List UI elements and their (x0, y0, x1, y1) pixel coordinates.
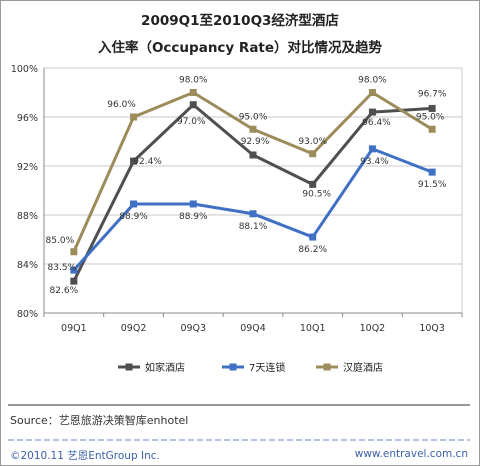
data-label-汉庭酒店: 96.0% (107, 100, 136, 110)
x-tick-label: 09Q3 (180, 323, 206, 334)
data-label-7天连锁: 88.9% (119, 212, 148, 222)
x-tick-label: 10Q2 (360, 323, 386, 334)
y-tick-label: 88% (17, 211, 38, 222)
data-label-如家酒店: 96.7% (418, 89, 447, 99)
data-point-汉庭酒店 (428, 125, 436, 133)
data-label-如家酒店: 90.5% (302, 189, 331, 199)
data-label-如家酒店: 96.4% (362, 118, 391, 128)
data-point-如家酒店 (70, 277, 78, 285)
y-tick-label: 84% (17, 260, 38, 271)
data-point-7天连锁 (249, 210, 257, 218)
data-point-7天连锁 (70, 266, 78, 274)
legend-label: 汉庭酒店 (343, 361, 383, 374)
data-point-汉庭酒店 (309, 150, 317, 158)
data-point-汉庭酒店 (368, 89, 376, 96)
data-point-汉庭酒店 (249, 125, 257, 133)
y-tick-label: 92% (17, 162, 38, 173)
data-point-如家酒店 (189, 101, 197, 109)
copyright-footer: ©2010.11 艺恩EntGroup Inc. (10, 450, 160, 462)
data-label-汉庭酒店: 85.0% (46, 236, 75, 246)
data-label-如家酒店: 97.0% (177, 117, 206, 127)
x-tick-label: 09Q4 (240, 323, 266, 334)
y-tick-label: 100% (11, 64, 38, 75)
data-label-7天连锁: 83.5% (48, 263, 77, 273)
x-tick-label: 10Q1 (300, 323, 326, 334)
legend-label: 如家酒店 (145, 361, 185, 374)
data-point-汉庭酒店 (130, 113, 138, 121)
data-label-汉庭酒店: 95.0% (239, 112, 268, 122)
legend-swatch-marker (229, 363, 237, 371)
data-label-汉庭酒店: 95.0% (416, 112, 445, 122)
data-label-7天连锁: 86.2% (298, 245, 327, 255)
data-label-7天连锁: 88.9% (179, 212, 208, 222)
data-point-7天连锁 (368, 145, 376, 153)
data-point-如家酒店 (309, 180, 317, 188)
data-label-汉庭酒店: 98.0% (179, 76, 208, 86)
website-footer: www.entravel.com.cn (354, 448, 468, 460)
data-point-7天连锁 (189, 200, 197, 208)
data-point-7天连锁 (428, 168, 436, 176)
legend-swatch-marker (125, 363, 133, 371)
x-tick-label: 09Q2 (121, 323, 147, 334)
data-label-汉庭酒店: 93.0% (298, 137, 327, 147)
data-point-如家酒店 (428, 104, 436, 112)
legend-label: 7天连锁 (249, 361, 285, 374)
series-line-7天连锁 (72, 147, 433, 272)
legend-swatch-marker (323, 363, 331, 371)
x-tick-label: 10Q3 (419, 323, 445, 334)
x-tick-label: 09Q1 (61, 323, 87, 334)
data-point-如家酒店 (249, 151, 257, 159)
chart-title-line1: 2009Q1至2010Q3经济型酒店 (141, 13, 339, 29)
data-label-7天连锁: 93.4% (360, 157, 389, 167)
data-point-汉庭酒店 (70, 248, 78, 256)
data-label-汉庭酒店: 98.0% (358, 76, 387, 86)
data-label-如家酒店: 92.4% (133, 157, 162, 167)
y-tick-label: 96% (17, 113, 38, 124)
data-point-汉庭酒店 (189, 89, 197, 96)
chart-title-line2: 入住率（Occupancy Rate）对比情况及趋势 (97, 40, 383, 56)
data-label-如家酒店: 82.6% (50, 286, 79, 296)
data-point-7天连锁 (130, 200, 138, 208)
data-point-如家酒店 (368, 108, 376, 116)
source-note: Source：艺恩旅游决策智库enhotel (10, 414, 189, 427)
data-label-如家酒店: 92.9% (241, 137, 270, 147)
data-label-7天连锁: 88.1% (239, 222, 268, 232)
data-point-7天连锁 (309, 233, 317, 241)
y-tick-label: 80% (17, 309, 38, 320)
data-point-如家酒店 (130, 157, 138, 165)
data-label-7天连锁: 91.5% (418, 180, 447, 190)
